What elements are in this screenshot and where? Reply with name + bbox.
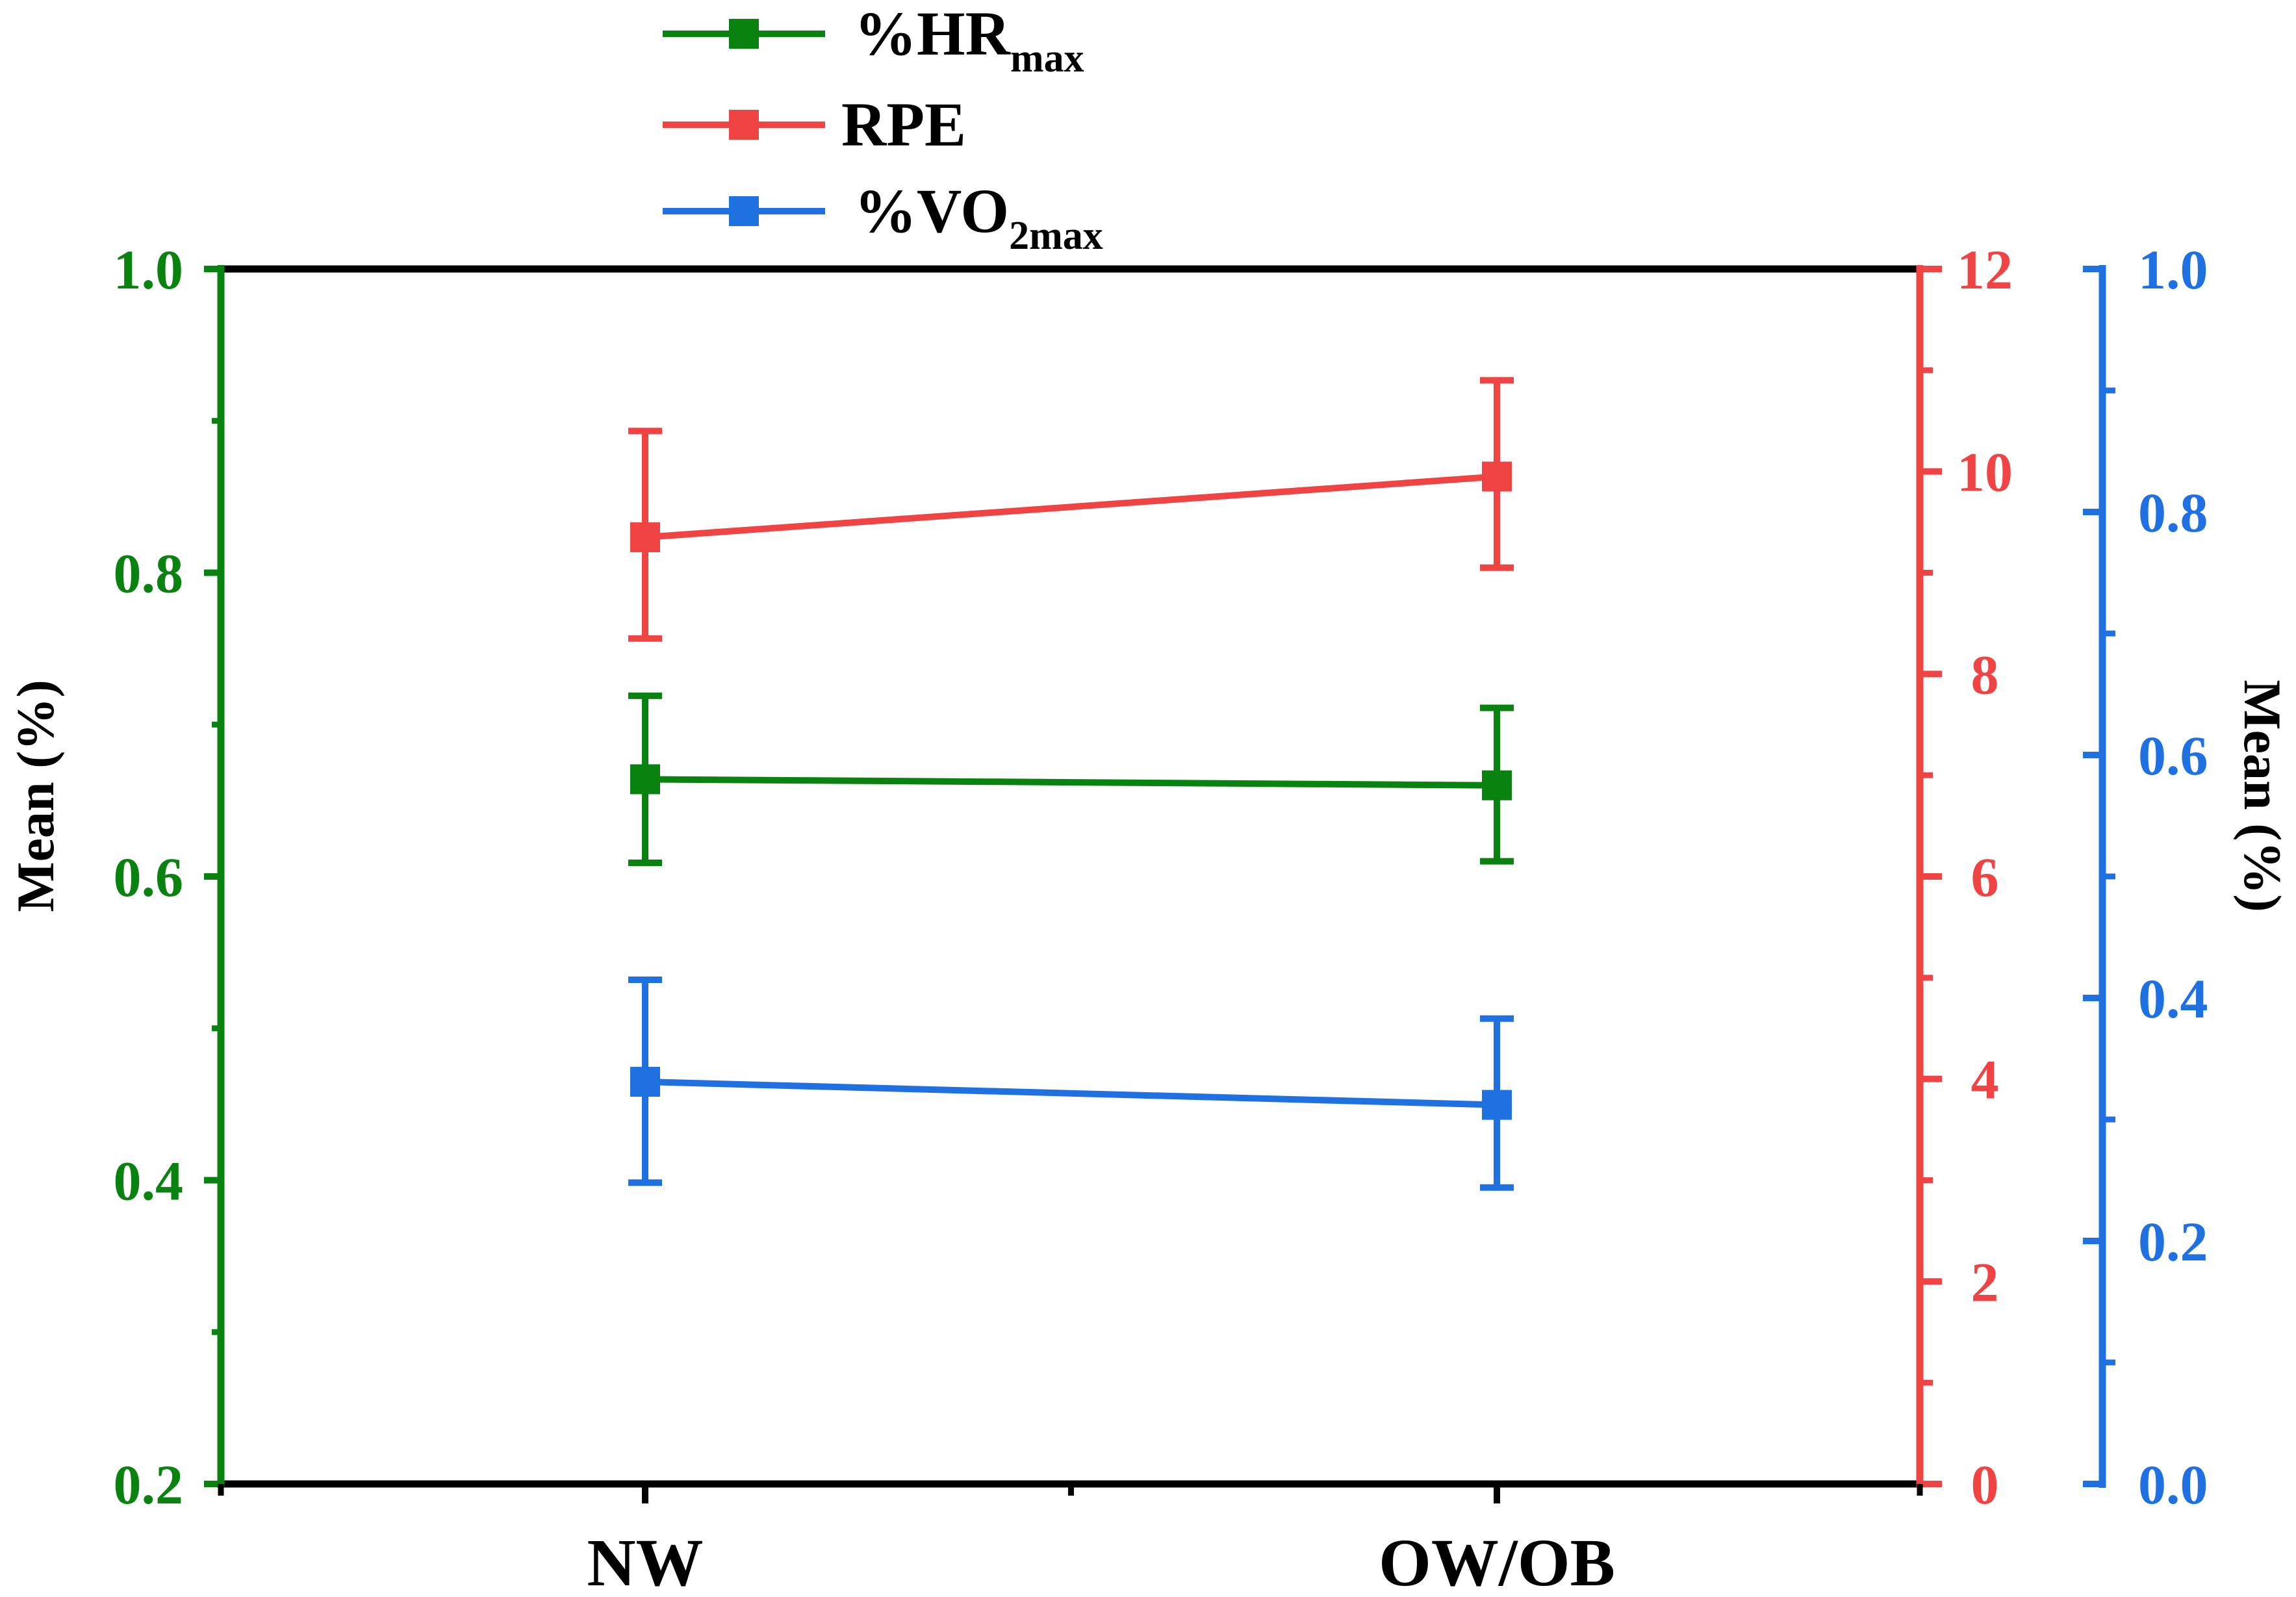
left-tick-label: 0.2 [114,1453,184,1516]
left-tick-label: 0.4 [114,1150,184,1212]
legend-label-subscript: max [1010,36,1084,81]
legend-marker [729,19,759,49]
legend-label-main: %VO [854,176,1009,246]
legend-label: %VO2max [854,176,1103,258]
left-tick-label: 1.0 [114,238,184,301]
rpe-tick-label: 10 [1957,441,2013,504]
x-axis: NW OW/OB [218,1484,1923,1597]
legend-label-main: RPE [841,90,966,159]
series-line [644,1079,1498,1108]
series-2 [628,976,1514,1191]
vo2-tick-label: 0.0 [2138,1453,2208,1516]
legend-label-main: %HR [854,0,1012,68]
left-axis-label: Mean (%) [6,680,65,912]
series-line [644,776,1498,789]
vo2-tick-label: 1.0 [2138,238,2208,301]
data-point [1482,461,1512,492]
vo2-tick-label: 0.2 [2138,1210,2208,1273]
legend-item: RPE [663,90,966,159]
data-point [630,764,660,795]
left-tick-label: 0.6 [114,846,184,908]
vo2-tick-label: 0.8 [2138,481,2208,544]
legend-marker [729,110,759,140]
series-layer [628,377,1514,1191]
legend-label-subscript: 2max [1009,214,1103,258]
rpe-tick-label: 6 [1971,846,1999,908]
legend-item: %HRmax [663,0,1084,81]
vo2-tick-label: 0.6 [2138,724,2208,787]
right-axis-label: Mean (%) [2233,680,2292,912]
series-line [644,473,1498,541]
data-point [630,1067,660,1097]
legend: %HRmax RPE %VO2max [663,0,1103,258]
vo2-tick-label: 0.4 [2138,967,2208,1030]
data-point [1482,770,1512,800]
legend-label: RPE [841,90,966,159]
axes: 0.2 0.4 0.6 0.8 1.0 Mean (%) 0 2 4 6 8 10 12 0.0 0.2 0.… [6,238,2292,1516]
data-point [1482,1090,1512,1120]
legend-label: %HRmax [854,0,1084,81]
left-tick-label: 0.8 [114,543,184,605]
legend-marker [729,196,759,226]
rpe-tick-label: 2 [1971,1251,1999,1313]
rpe-tick-label: 8 [1971,643,1999,706]
x-tick-label: NW [587,1526,703,1597]
data-point [630,522,660,552]
rpe-tick-label: 4 [1971,1049,1999,1111]
rpe-tick-label: 0 [1971,1453,1999,1516]
legend-item: %VO2max [663,176,1103,258]
series-0 [628,692,1514,866]
rpe-tick-label: 12 [1957,238,2013,301]
x-tick-label: OW/OB [1379,1526,1615,1597]
plot-frame [221,265,1920,1488]
series-1 [628,377,1514,642]
